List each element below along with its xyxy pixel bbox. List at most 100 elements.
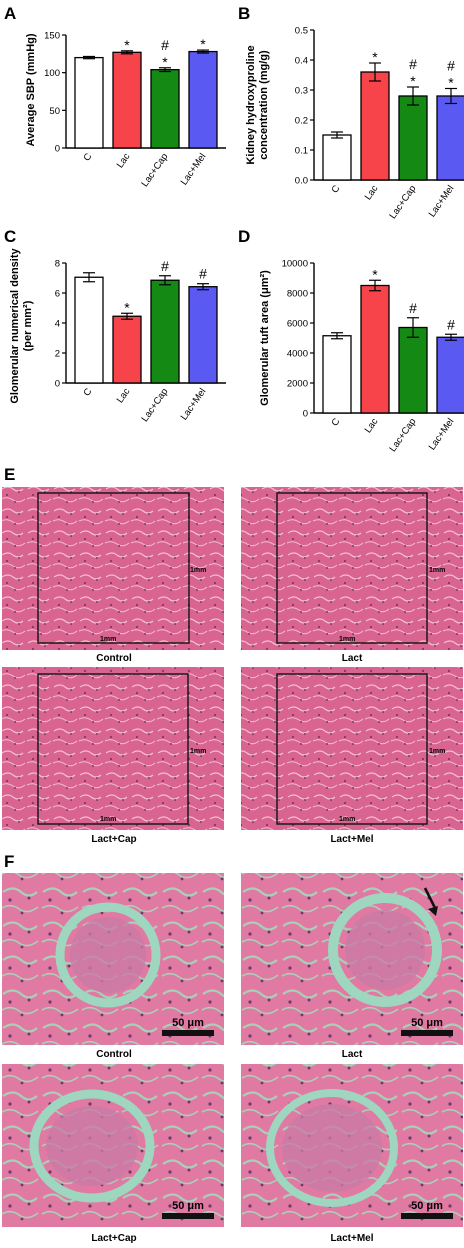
y-axis-title: Kidney hydroxyprolineconcentration (mg/g… [245, 45, 270, 164]
glomerulus-capsule [29, 1089, 155, 1203]
panel-label-d: D [238, 227, 250, 246]
micrograph-f-lact-mel: 50 μm [241, 1064, 463, 1227]
bar-lac [360, 284, 390, 414]
caption-f-lact: Lact [342, 1049, 363, 1060]
measurement-frame [276, 673, 428, 825]
y-axis-title-line: Glomerular numerical density [9, 247, 21, 403]
y-axis-title-line: Glomerular tuft area (μm²) [259, 270, 271, 406]
significance-star: * [124, 37, 130, 53]
measurement-frame [37, 492, 190, 644]
y-tick-label: 100 [44, 68, 60, 79]
scale-bar-label: 50 μm [172, 1200, 204, 1212]
caption-e-lact-cap: Lact+Cap [91, 834, 136, 845]
significance-star: * [372, 49, 378, 65]
scale-label-bottom: 1mm [339, 816, 355, 823]
significance-star: * [162, 54, 168, 70]
y-tick-label: 0.2 [295, 116, 308, 127]
bar-c [74, 56, 104, 149]
caption-e-lact: Lact [342, 653, 363, 664]
x-tick-label: C [82, 386, 95, 398]
x-tick-label: Lac+Cap [387, 183, 418, 221]
micrograph-f-lact: 50 μm [241, 873, 463, 1045]
y-tick-label: 0 [55, 379, 60, 390]
y-tick-label: 2000 [287, 379, 308, 390]
scale-bar [401, 1213, 453, 1219]
caption-f-control: Control [96, 1049, 132, 1060]
scale-label-side: 1mm [190, 748, 206, 755]
chart-c-glomerular-density: 0 2 4 6 8 Glomerular numerical density(per mm… [9, 247, 226, 424]
significance-hash: # [447, 58, 455, 74]
panel-label-c: C [4, 227, 16, 246]
arrow-head [428, 906, 438, 916]
scale-bar [162, 1213, 214, 1219]
glomerulus-capsule [266, 1089, 398, 1207]
micrograph-e-control: 1mm 1mm [2, 487, 224, 650]
significance-star: * [200, 36, 206, 52]
bar-lac-cap [398, 326, 428, 414]
y-axis-title-line: Kidney hydroxyproline [245, 45, 257, 164]
arrow-line [423, 887, 438, 911]
significance-hash: # [161, 37, 169, 53]
y-axis-title: Average SBP (mmHg) [25, 33, 37, 146]
glomerular-tuft [46, 1106, 138, 1186]
glomerular-tuft [345, 910, 425, 990]
x-tick-label: Lac [115, 151, 133, 170]
y-tick-label: 4000 [287, 349, 308, 360]
y-tick-label: 0 [303, 409, 308, 420]
caption-e-control: Control [96, 653, 132, 664]
y-axis-title-line: (per mm²) [22, 300, 34, 351]
scale-label-side: 1mm [190, 567, 206, 574]
scale-bar-label: 50 μm [411, 1200, 443, 1212]
bar-lac-cap [398, 95, 428, 181]
bar-c [74, 276, 104, 384]
micrograph-e-lact-cap: 1mm 1mm [2, 667, 224, 830]
panel-label-b: B [238, 4, 250, 23]
x-tick-label: Lac [363, 416, 381, 435]
glomerular-tuft [70, 917, 146, 993]
caption-f-lact-mel: Lact+Mel [330, 1233, 373, 1244]
y-tick-label: 8 [55, 259, 60, 270]
y-axis-title-line: concentration (mg/g) [258, 50, 270, 160]
y-tick-label: 50 [49, 106, 60, 117]
y-tick-label: 0.3 [295, 86, 308, 97]
significance-hash: # [161, 258, 169, 274]
y-tick-label: 8000 [287, 289, 308, 300]
x-tick-label: C [330, 183, 343, 195]
x-tick-label: Lac+Mel [179, 151, 209, 187]
scale-label-bottom: 1mm [100, 816, 116, 823]
panel-label-f: F [4, 852, 14, 871]
x-tick-label: Lac [363, 183, 381, 202]
x-tick-label: C [330, 416, 343, 428]
y-tick-label: 2 [55, 349, 60, 360]
caption-e-lact-mel: Lact+Mel [330, 834, 373, 845]
glomerular-tuft [282, 1104, 382, 1192]
y-axis-title: Glomerular tuft area (μm²) [259, 270, 271, 406]
bar-lac-mel [188, 286, 218, 384]
bar-lac-cap [150, 279, 180, 384]
measurement-frame [37, 673, 189, 825]
x-tick-label: Lac+Cap [139, 386, 170, 424]
micrograph-e-lact: 1mm 1mm [241, 487, 463, 650]
x-tick-label: Lac+Cap [387, 416, 418, 454]
bar-lac-mel [188, 50, 218, 149]
y-tick-label: 0.4 [295, 56, 308, 67]
micrograph-f-lact-cap: 50 μm [2, 1064, 224, 1227]
y-tick-label: 0.1 [295, 146, 308, 157]
y-tick-label: 150 [44, 31, 60, 42]
scale-label-side: 1mm [429, 748, 445, 755]
micrograph-e-lact-mel: 1mm 1mm [241, 667, 463, 830]
glomerulus-capsule [328, 893, 442, 1007]
y-axis-title-line: Average SBP (mmHg) [25, 33, 37, 146]
significance-hash: # [447, 316, 455, 332]
x-tick-label: Lac+Mel [427, 416, 457, 452]
significance-star: * [372, 266, 378, 282]
significance-hash: # [409, 300, 417, 316]
scale-label-bottom: 1mm [339, 636, 355, 643]
scale-label-side: 1mm [429, 567, 445, 574]
bar-lac [112, 315, 142, 384]
micrograph-f-control: 50 μm [2, 873, 224, 1045]
bar-c [322, 335, 352, 414]
y-tick-label: 6 [55, 289, 60, 300]
